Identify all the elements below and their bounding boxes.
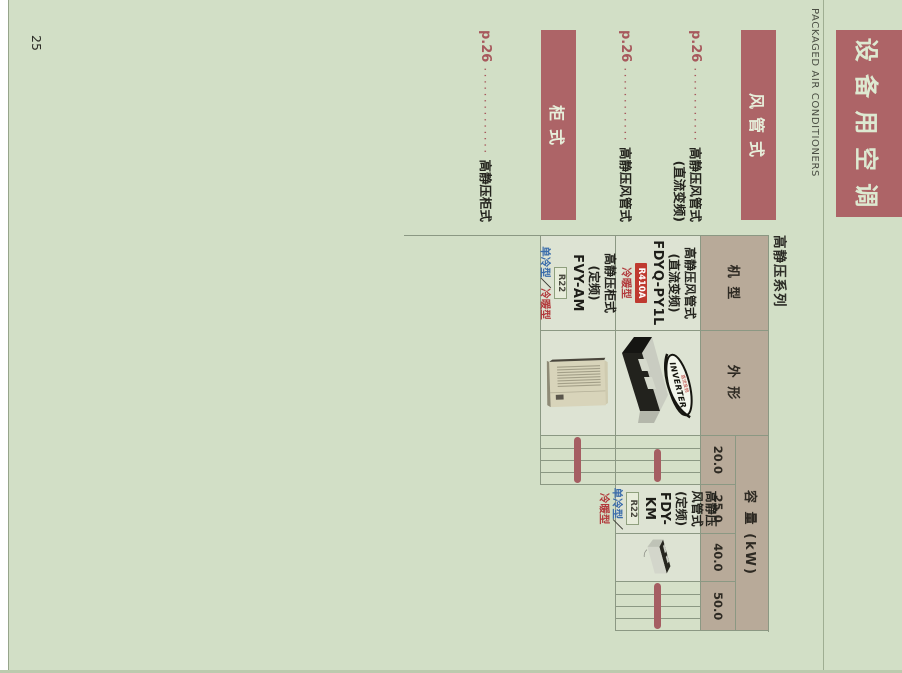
cabinet-unit-image: [546, 357, 608, 408]
page-ref: p.26: [478, 30, 493, 63]
type-labels: 单冷型／冷暖型: [539, 246, 552, 320]
capacity-range-fdyq: [615, 436, 700, 485]
product-photo-fdyq: 直流变频 INVERTER: [615, 331, 700, 436]
leader-dots: ·····································: [477, 67, 492, 156]
cabinet-unit-drawing: [546, 357, 608, 408]
type-separator: ／: [611, 519, 624, 530]
title-rule: [823, 0, 824, 673]
toc-banner-duct-type: 风管式: [741, 30, 776, 220]
product-name: 高静压柜式: [603, 252, 618, 313]
page-number: 25: [29, 35, 44, 51]
product-table: 机 型 外 形 容 量 (kW) 20.0 25.0 40.0 50.0 高静压…: [404, 235, 769, 632]
header-capacity-20: 20.0: [700, 436, 735, 485]
toc-banner-cabinet-type: 柜式: [541, 30, 576, 220]
entry-label: 高静压柜式: [478, 159, 493, 222]
page-edge-margin: [0, 0, 8, 673]
duct-unit-inverter-image: 直流变频 INVERTER: [622, 337, 693, 423]
header-appearance: 外 形: [700, 331, 768, 436]
duct-unit-drawing: [643, 539, 671, 573]
page-title-banner: 设 备 用 空 调: [836, 30, 902, 217]
leader-dots: ·····································: [617, 67, 632, 144]
model-cell-fdy: 高静压风管式 (定频) FDY-KM R22 单冷型／冷暖型: [599, 484, 719, 534]
duct-unit-image: [643, 539, 671, 573]
capacity-bar: [654, 448, 662, 483]
banner-label: 柜式: [547, 104, 567, 153]
page-subtitle: PACKAGED AIR CONDITIONERS: [809, 8, 820, 177]
header-model: 机 型: [700, 236, 768, 331]
product-code: FDYQ-PY1L: [650, 240, 665, 326]
model-cell-fvy: 高静压柜式 (定频) FVY-AM R22 单冷型／冷暖型: [539, 236, 618, 331]
product-name: 高静压风管式: [683, 246, 697, 319]
product-code: FVY-AM: [570, 254, 586, 312]
product-variant: (定频): [674, 491, 689, 527]
entry-label: 高静压风管式 (直流变频): [671, 147, 703, 222]
header-capacity: 容 量 (kW): [735, 436, 768, 631]
capacity-range-fdy: [615, 582, 700, 631]
inverter-badge: 直流变频 INVERTER: [663, 353, 693, 419]
product-code: FDY-KM: [642, 491, 673, 526]
series-title: 高静压系列: [771, 235, 787, 308]
page-edge-line: [8, 0, 9, 673]
toc-entry-duct-fixed: p.26 ···································…: [617, 30, 633, 222]
entry-label-line2: (直流变频): [672, 160, 687, 222]
type-labels: 冷暖型: [619, 267, 632, 299]
type-labels: 单冷型／冷暖型: [598, 485, 624, 533]
refrigerant-badge-r22: R22: [626, 492, 640, 525]
entry-label-line1: 高静压风管式: [688, 146, 703, 222]
product-photo-fdy: [615, 533, 700, 583]
product-name: 高静压风管式: [690, 490, 719, 527]
product-photo-fvy: [540, 331, 615, 436]
type-separator: ／: [539, 277, 552, 289]
page-title: 设 备 用 空 调: [852, 37, 881, 210]
type-heatcool: 冷暖型: [539, 288, 552, 320]
type-coolonly: 单冷型: [611, 487, 624, 520]
header-capacity-40: 40.0: [700, 533, 735, 583]
capacity-bar: [574, 436, 582, 483]
model-cell-fdyq: 高静压风管式 (直流变频) FDYQ-PY1L R410A 冷暖型: [615, 236, 700, 331]
entry-label: 高静压风管式: [618, 146, 633, 222]
banner-label: 风管式: [747, 92, 767, 165]
capacity-bar: [654, 583, 662, 629]
page-ref: p.26: [688, 30, 703, 63]
refrigerant-badge-r410a: R410A: [635, 262, 647, 304]
product-variant: (定频): [587, 265, 602, 301]
type-heatcool: 冷暖型: [620, 267, 632, 299]
product-variant: (直流变频): [667, 253, 681, 313]
toc-entry-cabinet: p.26 ···································…: [477, 30, 493, 222]
leader-dots: ·····································: [687, 67, 702, 144]
inverter-badge-subtitle: 直流变频: [679, 374, 690, 394]
page-ref: p.26: [618, 30, 633, 63]
capacity-range-fvy: [540, 436, 615, 485]
toc-entry-duct-inverter: p.26 ···································…: [671, 30, 703, 222]
header-capacity-50: 50.0: [700, 582, 735, 631]
type-heatcool: 冷暖型: [598, 492, 611, 525]
duct-unit-drawing: [622, 337, 668, 423]
type-coolonly: 单冷型: [539, 246, 552, 278]
refrigerant-badge-r22: R22: [554, 266, 568, 300]
